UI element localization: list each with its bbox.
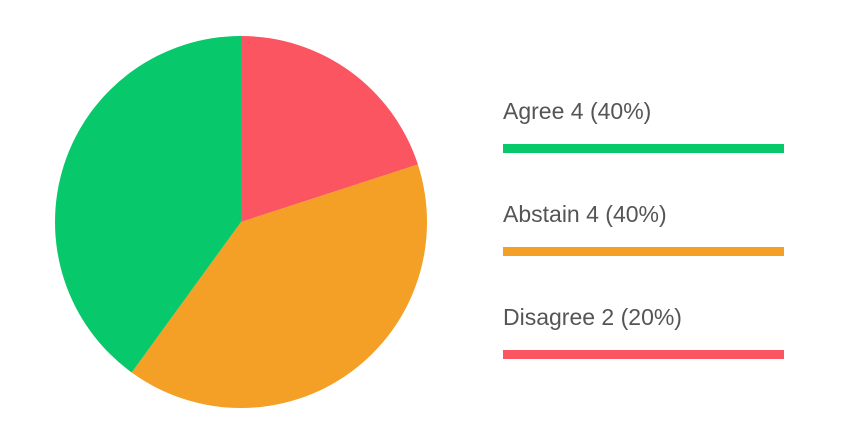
legend-bar-abstain <box>503 247 784 256</box>
pie-slice-abstain <box>131 164 427 409</box>
legend: Agree 4 (40%) Abstain 4 (40%) Disagree 2… <box>503 96 784 405</box>
pie-slice-agree <box>55 36 241 373</box>
legend-item-abstain: Abstain 4 (40%) <box>503 199 784 302</box>
pie-slice-disagree <box>241 36 418 222</box>
pie-chart-svg <box>55 36 427 409</box>
legend-label-abstain: Abstain 4 (40%) <box>503 201 667 227</box>
legend-label-disagree: Disagree 2 (20%) <box>503 304 682 330</box>
legend-bar-agree <box>503 144 784 153</box>
pie-chart <box>55 36 427 409</box>
legend-bar-disagree <box>503 350 784 359</box>
legend-label-agree: Agree 4 (40%) <box>503 98 652 124</box>
legend-item-agree: Agree 4 (40%) <box>503 96 784 199</box>
legend-item-disagree: Disagree 2 (20%) <box>503 302 784 405</box>
